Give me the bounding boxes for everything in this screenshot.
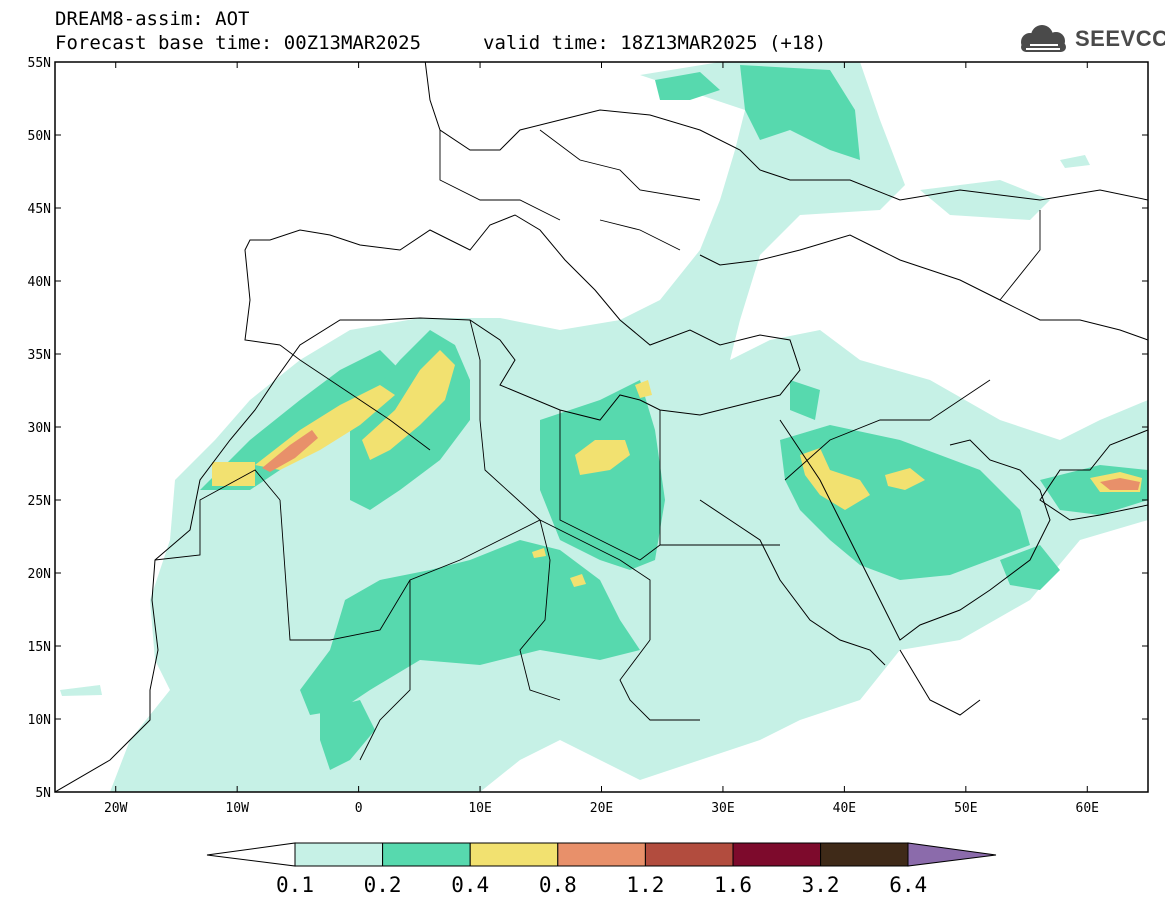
forecast-base-time: Forecast base time: 00Z13MAR2025	[55, 32, 422, 54]
country-borders	[154, 129, 1041, 761]
colorbar-level-label: 6.4	[889, 873, 927, 897]
lat-label: 45N	[28, 202, 51, 217]
lon-label: 50E	[954, 801, 977, 816]
coastlines	[55, 62, 1148, 792]
lon-label: 30E	[711, 801, 734, 816]
colorbar-under-arrow	[206, 842, 296, 867]
lon-label: 60E	[1076, 801, 1099, 816]
colorbar-boxes	[294, 842, 909, 867]
lon-label: 40E	[833, 801, 856, 816]
colorbar-box	[820, 842, 909, 867]
colorbar-level-label: 0.1	[276, 873, 314, 897]
lat-label: 5N	[35, 786, 51, 801]
lat-label: 25N	[28, 494, 51, 509]
colorbar-level-label: 0.8	[539, 873, 577, 897]
colorbar-level-label: 1.2	[626, 873, 664, 897]
colorbar-box	[732, 842, 822, 867]
lon-label: 0	[355, 801, 363, 816]
colorbar-level-label: 1.6	[714, 873, 752, 897]
lat-label: 55N	[28, 56, 51, 71]
colorbar-over-arrow	[907, 842, 997, 867]
colorbar-level-label: 0.4	[451, 873, 489, 897]
lat-label: 10N	[28, 713, 51, 728]
colorbar-level-label: 0.2	[364, 873, 402, 897]
longitude-axis: 20W 10W 0 10E 20E 30E 40E 50E 60E	[104, 62, 1099, 816]
colorbar-labels: 0.1 0.2 0.4 0.8 1.2 1.6 3.2 6.4	[276, 873, 927, 897]
lon-label: 20W	[104, 801, 128, 816]
colorbar-box	[382, 842, 471, 867]
valid-time: valid time: 18Z13MAR2025 (+18)	[483, 32, 827, 54]
colorbar-box	[557, 842, 646, 867]
lat-label: 20N	[28, 567, 51, 582]
lat-label: 15N	[28, 640, 51, 655]
lat-label: 35N	[28, 348, 51, 363]
colorbar-box	[469, 842, 559, 867]
aot-field-0.8	[262, 430, 1140, 490]
cloud-icon	[1021, 25, 1066, 52]
lat-label: 50N	[28, 129, 51, 144]
lat-label: 40N	[28, 275, 51, 290]
lat-label: 30N	[28, 421, 51, 436]
map-title: DREAM8-assim: AOT	[55, 8, 250, 30]
colorbar-box	[644, 842, 734, 867]
latitude-axis: 55N 50N 45N 40N 35N 30N 25N 20N 15N 10N 5N	[28, 56, 1148, 801]
lon-label: 20E	[590, 801, 613, 816]
lon-label: 10W	[225, 801, 249, 816]
seevccc-logo-text: SEEVCCC	[1075, 26, 1165, 51]
colorbar-box	[294, 842, 384, 867]
lon-label: 10E	[468, 801, 491, 816]
colorbar-level-label: 3.2	[802, 873, 840, 897]
